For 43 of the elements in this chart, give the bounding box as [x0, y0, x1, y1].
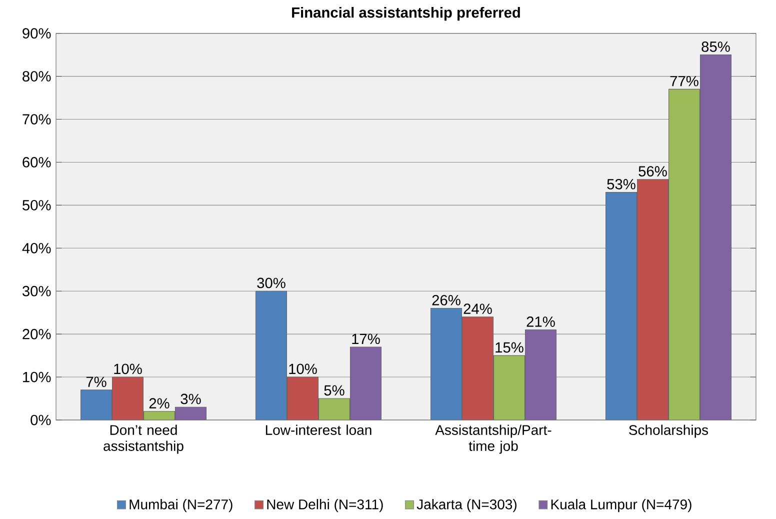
y-tick-label: 40% [22, 243, 51, 254]
legend-label: Kuala Lumpur (N=479) [551, 499, 692, 512]
legend-label: Jakarta (N=303) [416, 499, 516, 512]
data-label: 10% [289, 364, 317, 374]
y-tick-label: 60% [22, 157, 51, 168]
data-label: 26% [432, 295, 460, 306]
y-tick-label: 50% [22, 200, 51, 211]
bar [493, 355, 526, 420]
bar [112, 376, 144, 420]
data-label: 7% [86, 376, 106, 388]
legend-label: Mumbai (N=277) [130, 499, 232, 512]
data-label: 24% [464, 304, 492, 314]
y-tick-label: 30% [22, 286, 51, 296]
data-label: 30% [257, 278, 286, 288]
x-tick-label: Assistantship/Part-time job [435, 424, 552, 454]
data-label: 56% [638, 166, 667, 177]
x-tick-label: Don’t need assistantship [104, 424, 184, 454]
data-label: 2% [149, 398, 170, 409]
data-label: 3% [180, 394, 201, 404]
bar [286, 376, 319, 420]
y-tick-label: 20% [22, 329, 51, 340]
bar [668, 89, 700, 420]
x-tick-label: Scholarships [629, 424, 708, 438]
chart-title: Financial assistantship preferred [292, 7, 520, 21]
y-tick-label: 80% [22, 71, 51, 82]
y-tick-label: 0% [30, 414, 51, 426]
data-label: 53% [607, 179, 636, 190]
data-label: 15% [496, 342, 524, 353]
y-tick-label: 90% [22, 28, 51, 39]
legend-label: New Delhi (N=311) [267, 499, 383, 512]
y-tick-label: 70% [22, 114, 51, 125]
data-label: 77% [670, 76, 698, 86]
bar [144, 412, 175, 420]
x-tick-label: Low-interest loan [266, 424, 372, 436]
data-label: 21% [526, 316, 555, 328]
data-label: 10% [114, 364, 142, 374]
data-label: 85% [702, 42, 730, 52]
data-label: 17% [352, 334, 380, 344]
y-tick-label: 10% [23, 372, 51, 382]
bar [636, 179, 669, 420]
bar [462, 316, 494, 420]
data-label: 5% [324, 385, 344, 396]
bar [318, 398, 350, 420]
